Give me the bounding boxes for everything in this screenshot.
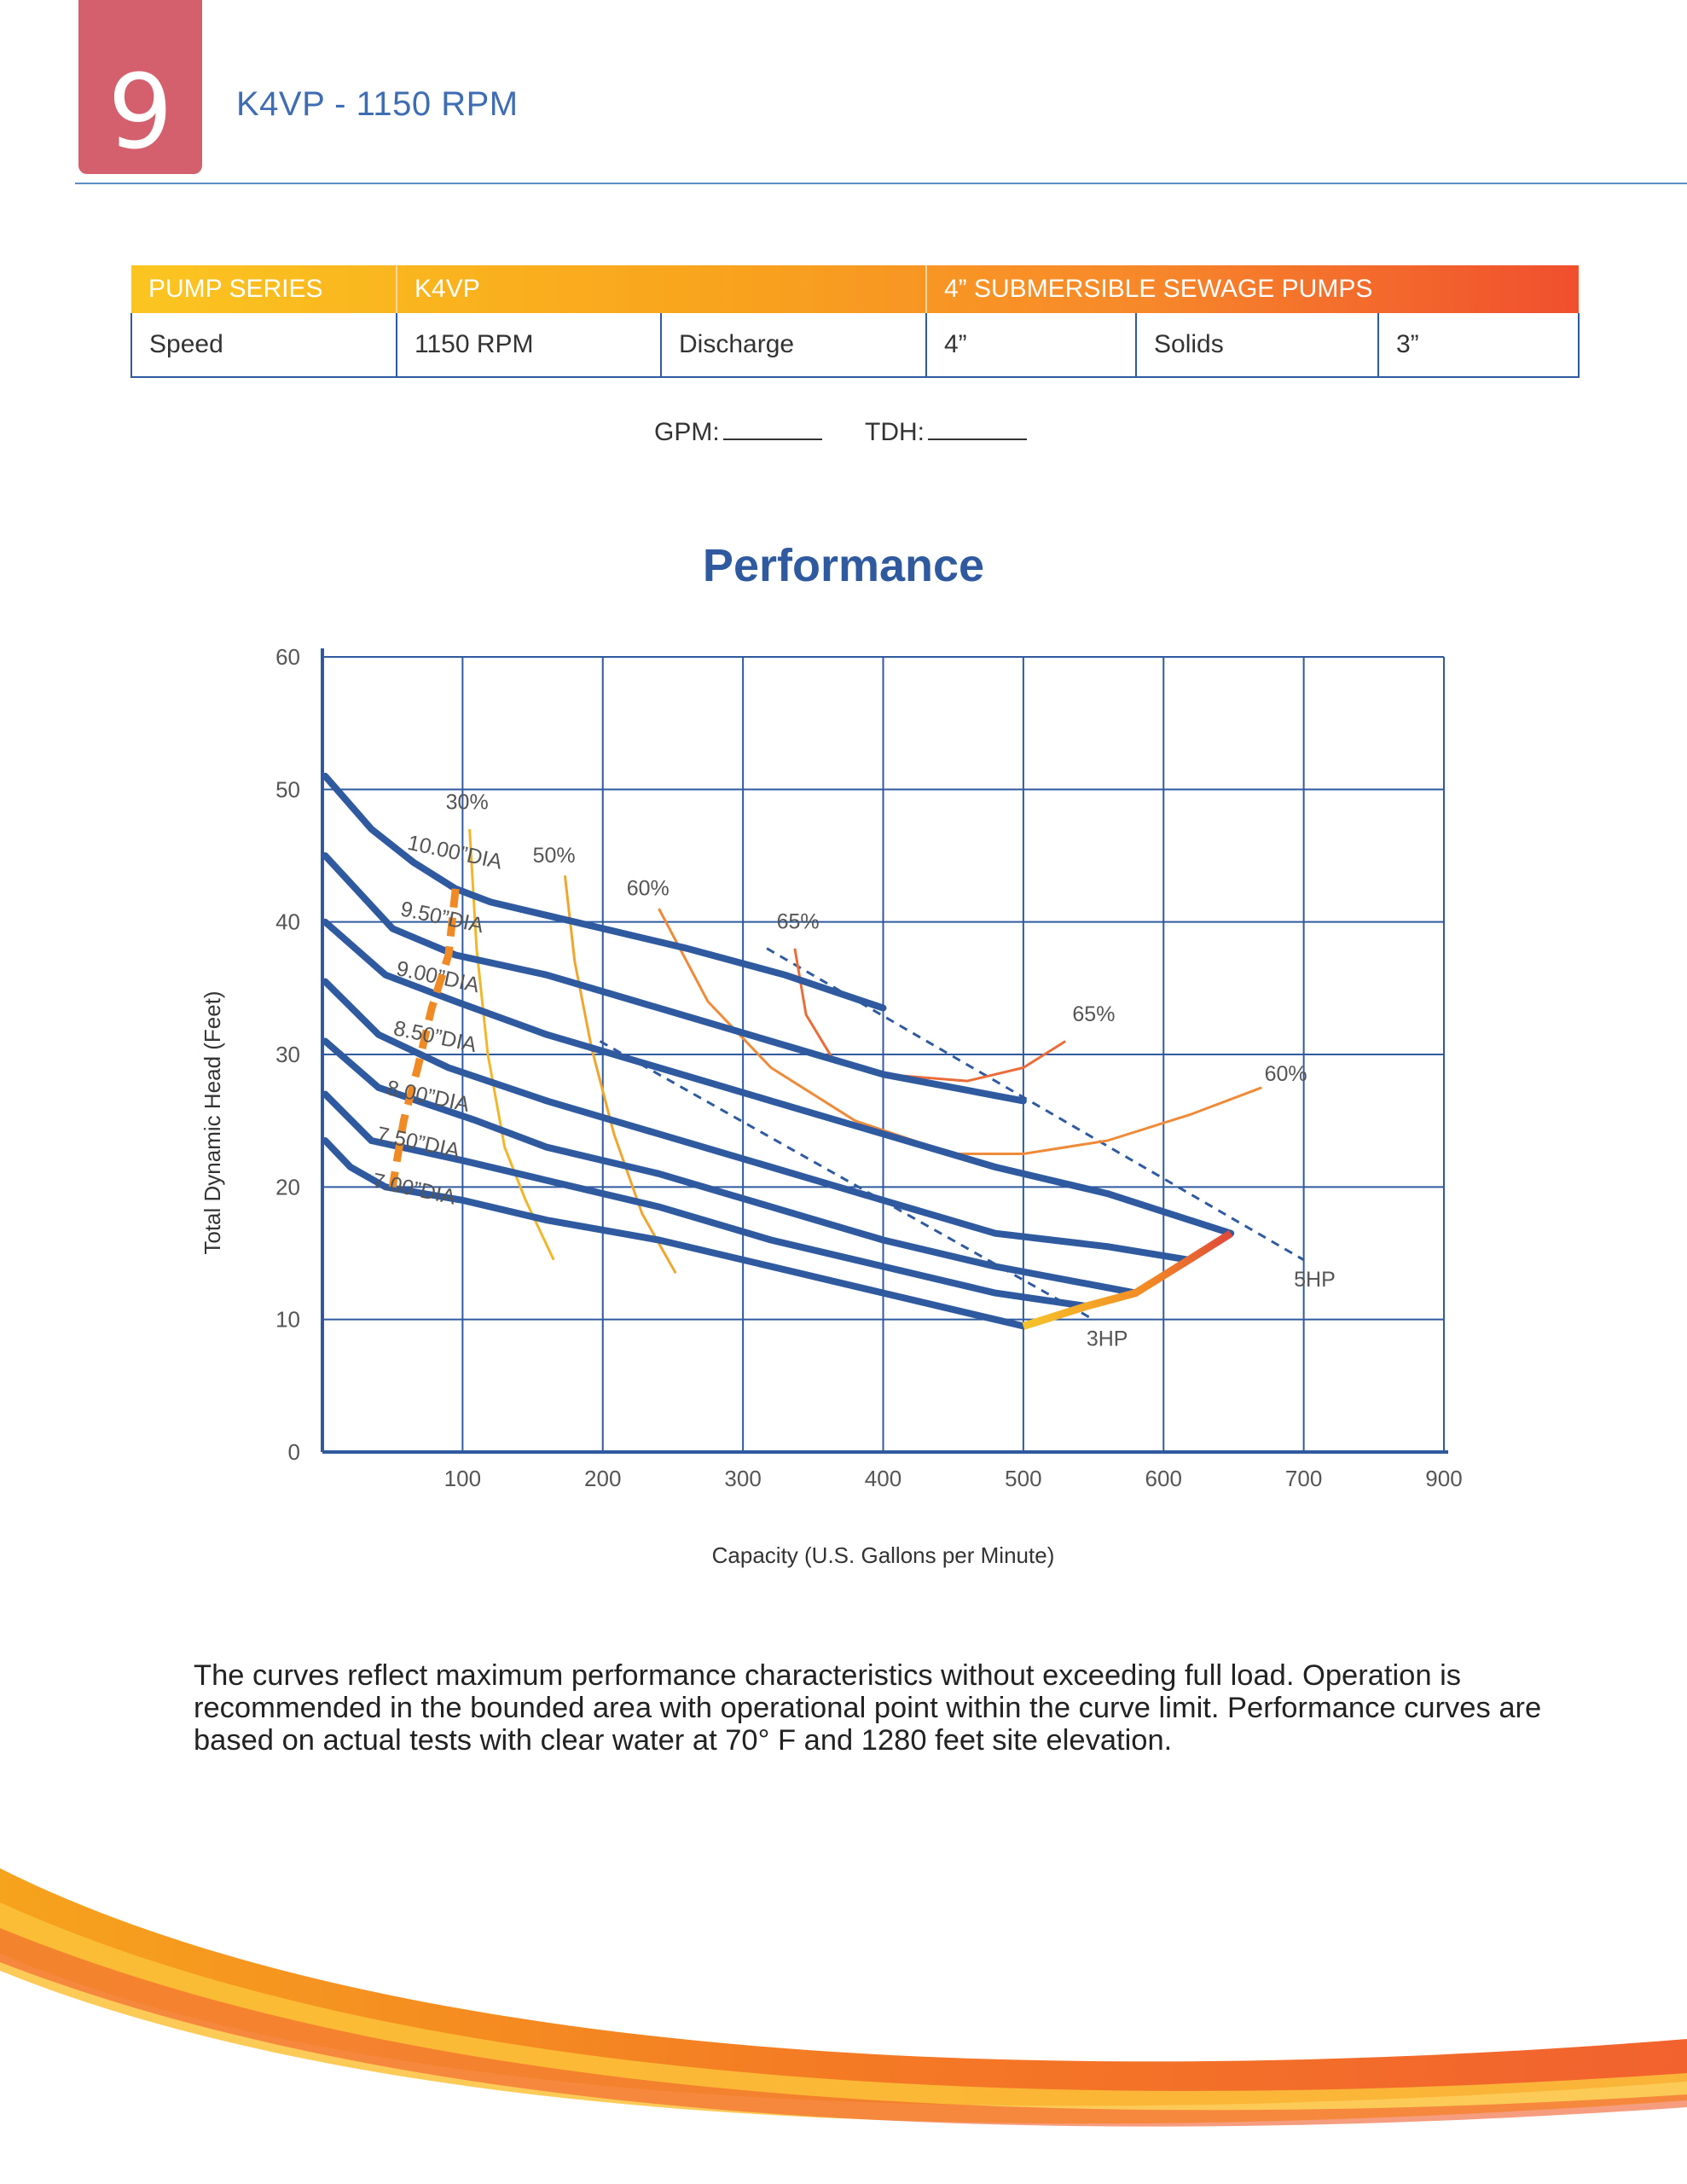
diameter-curve-1 — [322, 852, 1027, 1105]
limit-curve-left — [388, 888, 460, 1188]
speed-label: Speed — [130, 313, 397, 377]
header-divider — [75, 183, 1687, 184]
spec-table-row: Speed 1150 RPM Discharge 4” Solids 3” — [130, 313, 1580, 377]
discharge-label: Discharge — [661, 313, 927, 377]
document-title: K4VP - 1150 RPM — [236, 85, 519, 123]
wave-band-orange — [0, 1868, 1687, 2106]
diameter-curve-0 — [322, 772, 887, 1012]
limit-curve-right — [1022, 1229, 1233, 1330]
y-tick-label: 0 — [288, 1439, 300, 1465]
chart-annotation: 65% — [777, 909, 820, 933]
x-tick-label: 900 — [1425, 1466, 1462, 1491]
x-tick-label: 200 — [584, 1466, 621, 1491]
y-tick-label: 10 — [275, 1307, 300, 1333]
x-axis-label: Capacity (U.S. Gallons per Minute) — [712, 1542, 1055, 1568]
x-tick-label: 300 — [724, 1466, 761, 1491]
series-value: K4VP — [397, 265, 927, 313]
y-tick-label: 50 — [275, 776, 300, 802]
diameter-curve-2 — [322, 918, 1235, 1237]
y-tick-label: 30 — [275, 1042, 300, 1067]
diameter-curve-3 — [322, 978, 1192, 1263]
tdh-label: TDH: — [865, 418, 925, 446]
chart-title: Performance — [702, 540, 985, 591]
x-tick-label: 500 — [1005, 1466, 1041, 1491]
diameter-label: 8.00”DIA — [385, 1076, 472, 1117]
page-number: 9 — [107, 53, 173, 172]
chart-annotation: 60% — [1265, 1062, 1307, 1086]
diameter-label: 8.50”DIA — [391, 1016, 479, 1057]
spec-table: PUMP SERIES K4VP 4” SUBMERSIBLE SEWAGE P… — [130, 265, 1580, 378]
power-line-3hp — [599, 1040, 1094, 1321]
x-tick-label: 100 — [444, 1466, 481, 1491]
power-line-5hp — [766, 947, 1305, 1262]
chart-annotation: 3HP — [1087, 1327, 1128, 1351]
y-axis-label: Total Dynamic Head (Feet) — [200, 990, 225, 1254]
tdh-field: TDH: — [865, 418, 1027, 447]
diameter-label: 7.50”DIA — [374, 1122, 462, 1163]
discharge-value: 4” — [926, 313, 1137, 377]
chart-annotation: 65% — [1072, 1002, 1115, 1026]
footnote: The curves reflect maximum performance c… — [194, 1659, 1542, 1757]
efficiency-label: 60% — [627, 877, 670, 901]
x-tick-label: 700 — [1285, 1466, 1322, 1491]
tdh-blank — [928, 418, 1027, 440]
efficiency-label: 50% — [533, 844, 576, 868]
wave-band-yellow — [0, 1902, 1687, 2124]
x-tick-label: 600 — [1145, 1466, 1182, 1491]
solids-value: 3” — [1378, 313, 1580, 377]
y-tick-label: 20 — [275, 1174, 300, 1199]
series-label: PUMP SERIES — [131, 265, 397, 313]
diameter-curve-6 — [322, 1137, 1027, 1330]
gpm-field: GPM: — [654, 418, 822, 447]
efficiency-curve-30pct — [468, 828, 555, 1261]
efficiency-label: 30% — [446, 791, 489, 815]
solids-label: Solids — [1136, 313, 1379, 377]
spec-table-header: PUMP SERIES K4VP 4” SUBMERSIBLE SEWAGE P… — [131, 265, 1580, 313]
speed-value: 1150 RPM — [397, 313, 662, 377]
page-number-badge: 9 — [78, 0, 202, 174]
gpm-label: GPM: — [654, 418, 720, 446]
y-tick-label: 60 — [275, 644, 300, 670]
category-label: 4” SUBMERSIBLE SEWAGE PUMPS — [944, 275, 1373, 303]
x-tick-label: 400 — [865, 1466, 901, 1491]
performance-chart: 100 200 300 400 500 600 700 900 0 10 20 30 40 50 60 Cap… — [200, 644, 1463, 1568]
gpm-blank — [722, 418, 822, 440]
wave-band-red — [0, 1928, 1687, 2127]
diameter-label: 7.00”DIA — [370, 1169, 458, 1210]
chart-annotation: 5HP — [1294, 1268, 1336, 1292]
efficiency-curve-50pct — [563, 875, 677, 1275]
y-tick-label: 40 — [275, 909, 300, 935]
